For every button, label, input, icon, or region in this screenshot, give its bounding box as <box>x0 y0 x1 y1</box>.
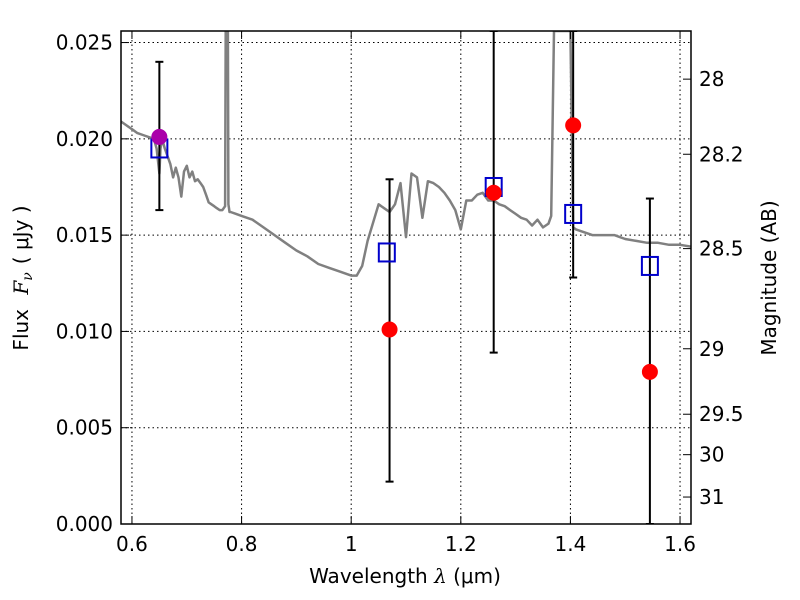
x-tick-label: 1 <box>345 532 358 556</box>
y-axis-title: Flux Fν( μJy ) <box>9 205 36 350</box>
y-tick-label: 0.010 <box>56 319 113 343</box>
y-tick-labels: 0.000 0.005 0.010 0.015 0.020 0.025 <box>56 31 113 536</box>
observed-point <box>151 128 168 145</box>
observed-point <box>641 363 658 380</box>
model-square-point <box>564 203 583 224</box>
y2-tick-label: 28 <box>699 67 724 91</box>
observed-point <box>381 321 398 338</box>
model-square-point <box>640 255 659 276</box>
x-tick-label: 1.2 <box>445 532 477 556</box>
y2-tick-label: 31 <box>699 485 724 509</box>
errorbar-layer <box>155 31 654 524</box>
grid-lines <box>121 31 691 525</box>
y2-tick-label: 30 <box>699 443 724 467</box>
observed-point <box>485 184 502 201</box>
x-tick-label: 1.4 <box>555 532 587 556</box>
y-tick-label: 0.015 <box>56 223 113 247</box>
x-axis-title: Wavelength λ (μm) <box>309 564 501 588</box>
observed-point-layer <box>151 117 658 380</box>
y-tick-label: 0.000 <box>56 512 113 536</box>
model-square-point <box>377 242 396 263</box>
x-tick-label: 1.6 <box>664 532 696 556</box>
y-tick-label: 0.025 <box>56 31 113 55</box>
spectrum-line <box>121 31 691 277</box>
y-tick-label: 0.005 <box>56 416 113 440</box>
y-tick-label: 0.020 <box>56 127 113 151</box>
x-tick-label: 0.8 <box>226 532 258 556</box>
x-tick-label: 0.6 <box>116 532 148 556</box>
model-square-layer <box>150 138 659 276</box>
y2-tick-label: 28.2 <box>699 142 744 166</box>
axis-ticks <box>121 31 691 525</box>
y2-tick-label: 28.5 <box>699 237 744 261</box>
x-tick-labels: 0.6 0.8 1 1.2 1.4 1.6 <box>116 532 696 556</box>
plot-frame <box>120 30 692 525</box>
observed-point <box>565 117 582 134</box>
y2-tick-label: 29 <box>699 337 724 361</box>
y2-tick-labels: 28 28.2 28.5 29 29.5 30 31 <box>699 67 744 509</box>
y2-axis-title: Magnitude (AB) <box>757 200 781 355</box>
y2-tick-label: 29.5 <box>699 402 744 426</box>
spectrum-line-layer <box>121 31 691 277</box>
